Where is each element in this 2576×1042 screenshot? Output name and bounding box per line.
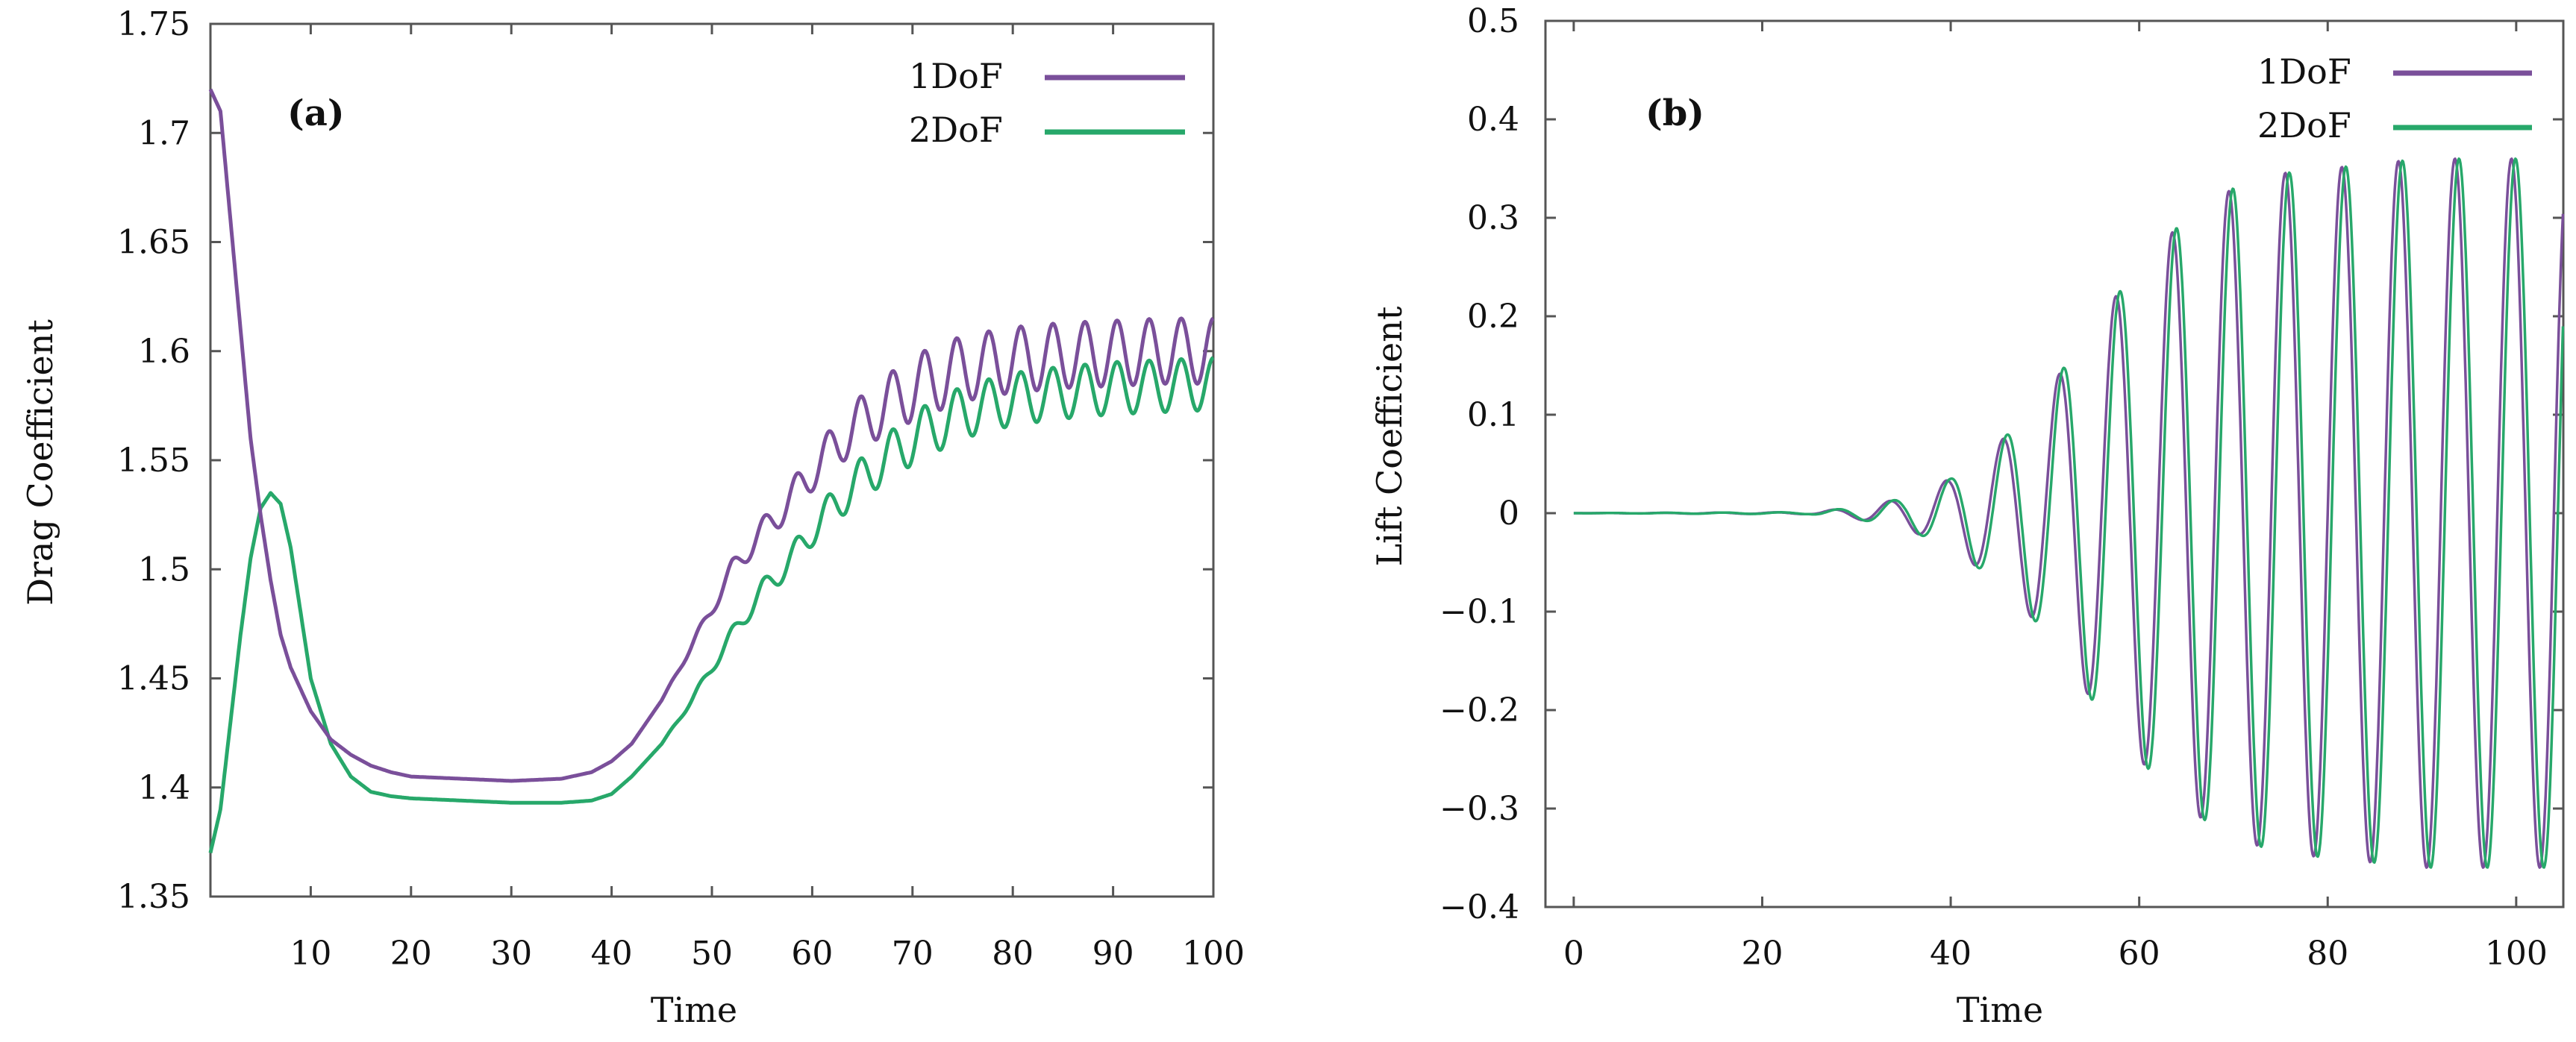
y-tick-label: 1.4 — [138, 769, 190, 807]
y-tick-label: 0.5 — [1467, 2, 1519, 40]
drag-gridlines — [210, 22, 1215, 898]
lift-panel-label: (b) — [1645, 92, 1704, 134]
x-tick-label: 10 — [290, 935, 331, 973]
y-tick-label: 0.1 — [1467, 396, 1519, 434]
y-tick-label: 1.55 — [117, 442, 190, 480]
series-line-2dof — [1573, 157, 2565, 869]
y-tick-label: 0.2 — [1467, 298, 1519, 336]
drag-y-ticks: 1.35 1.4 1.45 1.5 1.55 1.6 1.65 1.7 1.75 — [117, 5, 190, 916]
x-tick-label: 100 — [2485, 935, 2548, 973]
x-tick-label: 70 — [892, 935, 934, 973]
drag-legend: 1DoF 2DoF — [909, 56, 1185, 150]
y-tick-label: −0.3 — [1439, 790, 1519, 828]
lift-chart: −0.4 −0.3 −0.2 −0.1 0 0.1 0.2 0.3 0.4 0.5 0 20 40 60… — [1369, 2, 2565, 1030]
x-tick-label: 30 — [490, 935, 532, 973]
x-tick-label: 0 — [1563, 935, 1584, 973]
x-tick-label: 80 — [2307, 935, 2348, 973]
drag-legend-label-2dof: 2DoF — [909, 110, 1003, 150]
lift-x-ticks: 0 20 40 60 80 100 — [1563, 935, 2548, 973]
lift-legend: 1DoF 2DoF — [2257, 51, 2532, 145]
drag-x-ticks: 10 20 30 40 50 60 70 80 90 100 — [290, 935, 1245, 973]
x-tick-label: 100 — [1182, 935, 1245, 973]
drag-chart: 1.35 1.4 1.45 1.5 1.55 1.6 1.65 1.7 1.75 10 20 30 4… — [20, 5, 1245, 1030]
y-tick-label: 0 — [1498, 495, 1519, 533]
lift-legend-label-1dof: 1DoF — [2257, 51, 2351, 92]
x-tick-label: 90 — [1092, 935, 1134, 973]
drag-y-axis-label: Drag Coefficient — [20, 319, 60, 606]
series-line-2dof — [208, 356, 1215, 854]
y-tick-label: 1.7 — [138, 114, 190, 152]
y-tick-label: 0.3 — [1467, 199, 1519, 237]
x-tick-label: 20 — [1741, 935, 1783, 973]
drag-plot-frame — [209, 22, 1215, 898]
drag-panel-label: (a) — [287, 92, 345, 134]
y-tick-label: −0.1 — [1439, 593, 1519, 631]
series-line-1dof — [208, 88, 1215, 783]
y-tick-label: 1.65 — [117, 224, 190, 262]
lift-plot-frame — [1544, 19, 2565, 908]
drag-x-axis-label: Time — [651, 990, 737, 1030]
drag-legend-label-1dof: 1DoF — [909, 56, 1003, 96]
lift-legend-label-2dof: 2DoF — [2257, 105, 2351, 145]
y-tick-label: −0.2 — [1439, 691, 1519, 729]
x-tick-label: 80 — [992, 935, 1034, 973]
x-tick-label: 20 — [390, 935, 432, 973]
y-tick-label: 1.75 — [117, 5, 190, 43]
x-tick-label: 50 — [691, 935, 733, 973]
x-tick-label: 60 — [2119, 935, 2160, 973]
y-tick-label: 1.5 — [138, 550, 190, 589]
x-tick-label: 40 — [1930, 935, 1972, 973]
lift-y-axis-label: Lift Coefficient — [1369, 306, 1410, 566]
lift-x-axis-label: Time — [1957, 990, 2043, 1030]
y-tick-label: 1.35 — [117, 878, 190, 916]
y-tick-label: 0.4 — [1467, 101, 1519, 139]
y-tick-label: 1.45 — [117, 660, 190, 698]
drag-series — [208, 88, 1215, 854]
lift-y-ticks: −0.4 −0.3 −0.2 −0.1 0 0.1 0.2 0.3 0.4 0.5 — [1439, 2, 1519, 926]
x-tick-label: 60 — [791, 935, 833, 973]
y-tick-label: 1.6 — [138, 333, 190, 371]
x-tick-label: 40 — [591, 935, 633, 973]
y-tick-label: −0.4 — [1439, 888, 1519, 926]
lift-series — [1573, 157, 2565, 869]
